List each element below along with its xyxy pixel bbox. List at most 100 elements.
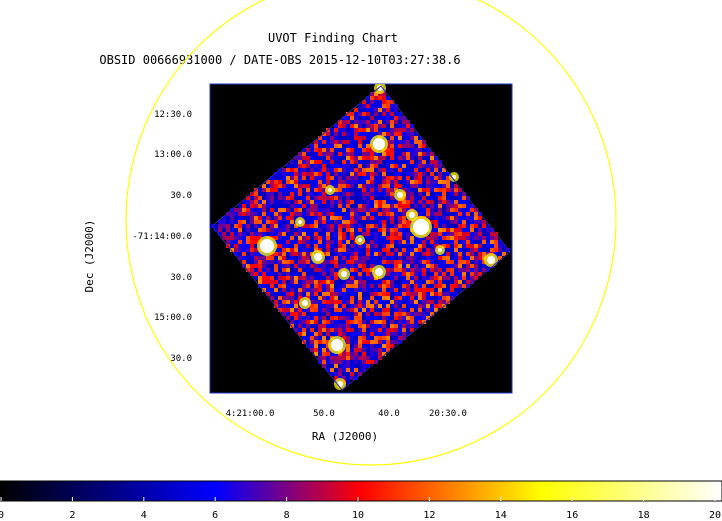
image-pixel: [322, 320, 326, 324]
image-pixel: [402, 172, 406, 176]
y-tick-label: 15:00.0: [154, 313, 192, 323]
image-pixel: [310, 308, 314, 312]
image-pixel: [434, 204, 438, 208]
image-pixel: [298, 164, 302, 168]
image-pixel: [406, 132, 410, 136]
image-pixel: [350, 204, 354, 208]
image-pixel: [358, 296, 362, 300]
image-pixel: [394, 232, 398, 236]
image-pixel: [326, 304, 330, 308]
image-pixel: [410, 168, 414, 172]
image-pixel: [374, 356, 378, 360]
image-pixel: [390, 216, 394, 220]
image-pixel: [434, 236, 438, 240]
image-pixel: [290, 324, 294, 328]
image-pixel: [470, 260, 474, 264]
image-pixel: [354, 276, 358, 280]
image-pixel: [326, 340, 330, 344]
image-pixel: [330, 372, 334, 376]
image-pixel: [422, 256, 426, 260]
image-pixel: [318, 160, 322, 164]
image-pixel: [430, 168, 434, 172]
image-pixel: [334, 164, 338, 168]
image-pixel: [254, 276, 258, 280]
image-pixel: [318, 204, 322, 208]
image-pixel: [434, 164, 438, 168]
image-pixel: [354, 316, 358, 320]
image-pixel: [310, 300, 314, 304]
image-pixel: [334, 160, 338, 164]
image-pixel: [390, 288, 394, 292]
image-pixel: [454, 208, 458, 212]
image-pixel: [342, 212, 346, 216]
image-pixel: [314, 172, 318, 176]
image-pixel: [274, 260, 278, 264]
image-pixel: [370, 120, 374, 124]
image-pixel: [414, 272, 418, 276]
image-pixel: [374, 248, 378, 252]
image-pixel: [414, 188, 418, 192]
image-pixel: [390, 300, 394, 304]
image-pixel: [298, 236, 302, 240]
image-pixel: [342, 220, 346, 224]
image-pixel: [354, 180, 358, 184]
image-pixel: [350, 312, 354, 316]
image-pixel: [302, 208, 306, 212]
image-pixel: [302, 316, 306, 320]
image-pixel: [310, 152, 314, 156]
image-pixel: [434, 264, 438, 268]
image-pixel: [458, 248, 462, 252]
image-pixel: [258, 232, 262, 236]
image-pixel: [282, 284, 286, 288]
image-pixel: [466, 204, 470, 208]
image-pixel: [450, 208, 454, 212]
image-pixel: [430, 272, 434, 276]
image-pixel: [254, 232, 258, 236]
image-pixel: [314, 240, 318, 244]
image-pixel: [422, 308, 426, 312]
image-pixel: [326, 364, 330, 368]
image-pixel: [390, 204, 394, 208]
image-pixel: [378, 316, 382, 320]
image-pixel: [354, 128, 358, 132]
image-pixel: [262, 268, 266, 272]
image-pixel: [314, 292, 318, 296]
image-pixel: [334, 124, 338, 128]
image-pixel: [430, 196, 434, 200]
image-pixel: [286, 192, 290, 196]
image-pixel: [430, 208, 434, 212]
image-pixel: [242, 256, 246, 260]
image-pixel: [310, 224, 314, 228]
image-pixel: [438, 304, 442, 308]
image-pixel: [434, 244, 438, 248]
image-pixel: [430, 200, 434, 204]
image-pixel: [354, 244, 358, 248]
image-pixel: [414, 280, 418, 284]
image-pixel: [342, 152, 346, 156]
image-pixel: [238, 236, 242, 240]
image-pixel: [282, 192, 286, 196]
chart-title: UVOT Finding Chart: [268, 31, 398, 45]
image-pixel: [414, 320, 418, 324]
image-pixel: [466, 236, 470, 240]
image-pixel: [426, 172, 430, 176]
image-pixel: [362, 320, 366, 324]
image-pixel: [394, 144, 398, 148]
image-pixel: [366, 96, 370, 100]
image-pixel: [326, 212, 330, 216]
image-pixel: [378, 212, 382, 216]
image-pixel: [270, 196, 274, 200]
image-pixel: [310, 184, 314, 188]
image-pixel: [458, 244, 462, 248]
image-pixel: [342, 316, 346, 320]
image-pixel: [286, 280, 290, 284]
image-pixel: [314, 272, 318, 276]
image-pixel: [414, 236, 418, 240]
image-pixel: [254, 200, 258, 204]
image-pixel: [354, 232, 358, 236]
image-pixel: [410, 308, 414, 312]
image-pixel: [398, 184, 402, 188]
image-pixel: [386, 164, 390, 168]
image-pixel: [278, 196, 282, 200]
